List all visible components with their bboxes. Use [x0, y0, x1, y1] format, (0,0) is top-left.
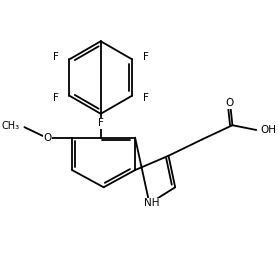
Text: OH: OH: [260, 125, 276, 135]
Text: NH: NH: [143, 198, 159, 209]
Text: F: F: [53, 53, 59, 62]
Text: CH₃: CH₃: [1, 121, 20, 131]
Text: F: F: [98, 118, 104, 128]
Text: F: F: [53, 93, 59, 102]
Text: O: O: [43, 133, 51, 143]
Text: F: F: [143, 53, 148, 62]
Text: F: F: [143, 93, 148, 102]
Text: O: O: [225, 98, 234, 108]
